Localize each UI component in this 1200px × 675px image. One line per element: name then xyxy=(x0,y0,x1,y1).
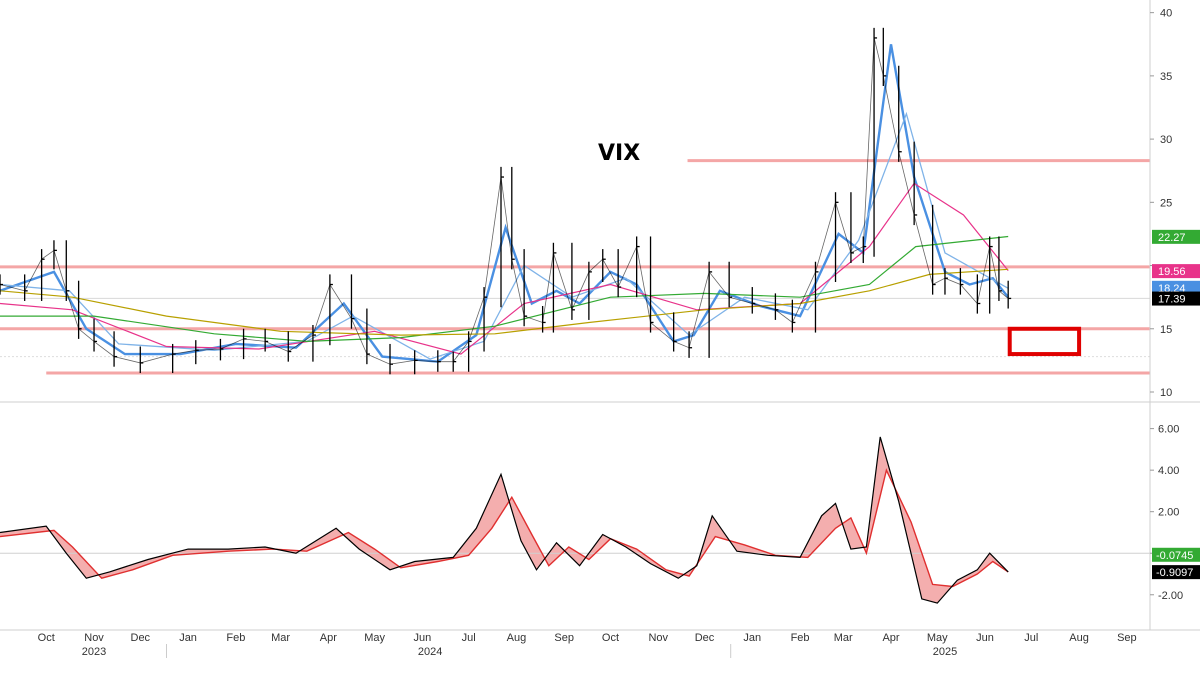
signal-line xyxy=(0,468,1009,588)
value-badge-label: -0.0745 xyxy=(1156,550,1193,562)
y-tick-label: 30 xyxy=(1160,134,1172,146)
x-tick-month: Mar xyxy=(834,632,853,644)
x-tick-month: Feb xyxy=(226,632,245,644)
x-tick-month: Jan xyxy=(743,632,761,644)
value-badge-label: -0.9097 xyxy=(1156,567,1193,579)
x-tick-month: Feb xyxy=(791,632,810,644)
x-tick-month: Apr xyxy=(320,632,337,644)
x-tick-month: Sep xyxy=(1117,632,1137,644)
x-tick-month: Mar xyxy=(271,632,290,644)
chart-title: VIX xyxy=(598,141,640,166)
x-tick-month: Sep xyxy=(554,632,574,644)
y-tick-label: 10 xyxy=(1160,387,1172,399)
x-tick-month: Oct xyxy=(602,632,619,644)
x-tick-month: Nov xyxy=(648,632,668,644)
y-tick-label: 4.00 xyxy=(1158,465,1179,477)
ma-line-2 xyxy=(0,111,1009,360)
x-tick-month: Oct xyxy=(38,632,55,644)
y-tick-label: 2.00 xyxy=(1158,507,1179,519)
x-tick-month: Nov xyxy=(84,632,104,644)
oscillator-line xyxy=(0,436,1009,604)
value-badge xyxy=(1152,229,1200,244)
x-tick-month: Jan xyxy=(179,632,197,644)
value-badge xyxy=(1152,565,1200,580)
value-badge xyxy=(1152,547,1200,562)
x-tick-month: Jun xyxy=(414,632,432,644)
x-tick-month: May xyxy=(364,632,385,644)
x-tick-year: 2023 xyxy=(82,646,106,658)
x-tick-month: Jul xyxy=(462,632,476,644)
y-tick-label: 6.00 xyxy=(1158,424,1179,436)
x-tick-month: Jul xyxy=(1024,632,1038,644)
target-box xyxy=(1007,326,1082,357)
x-tick-year: 2024 xyxy=(418,646,442,658)
value-badge-label: 22.27 xyxy=(1158,232,1186,244)
y-tick-label: 25 xyxy=(1160,197,1172,209)
value-badge xyxy=(1152,291,1200,306)
y-tick-label: 15 xyxy=(1160,324,1172,336)
price-line xyxy=(0,37,1009,365)
value-badge-label: 19.56 xyxy=(1158,266,1186,278)
x-tick-month: May xyxy=(927,632,948,644)
y-tick-label: 35 xyxy=(1160,71,1172,83)
ma-line-5 xyxy=(0,268,1009,336)
value-badge xyxy=(1152,264,1200,279)
value-badge xyxy=(1152,280,1200,295)
value-badge-label: 17.39 xyxy=(1158,294,1186,306)
ma-line-3 xyxy=(0,182,1009,355)
x-tick-month: Apr xyxy=(882,632,899,644)
x-tick-month: Aug xyxy=(507,632,527,644)
x-tick-month: Jun xyxy=(976,632,994,644)
x-tick-year: 2025 xyxy=(933,646,957,658)
x-tick-month: Dec xyxy=(131,632,151,644)
x-tick-month: Dec xyxy=(695,632,715,644)
x-tick-month: Aug xyxy=(1069,632,1089,644)
ma-line-4 xyxy=(0,235,1009,343)
y-tick-label: 40 xyxy=(1160,8,1172,20)
y-tick-label: -2.00 xyxy=(1158,590,1183,602)
